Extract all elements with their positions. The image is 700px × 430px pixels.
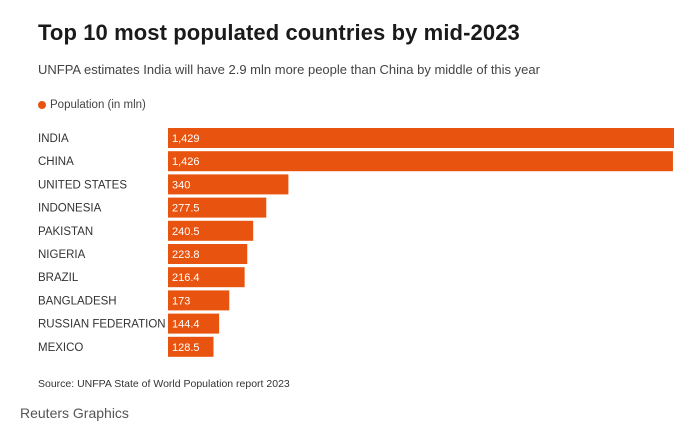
bar bbox=[168, 174, 289, 195]
category-label: MEXICO bbox=[38, 342, 83, 354]
data-label: 1,429 bbox=[172, 133, 200, 145]
bar bbox=[168, 313, 220, 334]
data-label: 340 bbox=[172, 179, 190, 191]
data-label: 216.4 bbox=[172, 272, 200, 284]
legend-label: Population (in mln) bbox=[50, 99, 146, 111]
bar bbox=[168, 220, 254, 241]
credit-label: Reuters Graphics bbox=[20, 405, 129, 421]
category-label: BRAZIL bbox=[38, 272, 79, 284]
bar bbox=[168, 244, 248, 264]
data-label: 1,426 bbox=[172, 156, 200, 168]
bar bbox=[168, 267, 245, 288]
data-label: 223.8 bbox=[172, 249, 200, 261]
category-label: PAKISTAN bbox=[38, 226, 93, 238]
data-label: 173 bbox=[172, 295, 190, 307]
bar bbox=[168, 151, 673, 172]
chart-subtitle: UNFPA estimates India will have 2.9 mln … bbox=[38, 62, 540, 77]
category-label: UNITED STATES bbox=[38, 179, 127, 191]
chart-title: Top 10 most populated countries by mid-2… bbox=[38, 20, 520, 45]
category-label: NIGERIA bbox=[38, 249, 86, 261]
bar bbox=[168, 128, 674, 148]
data-label: 277.5 bbox=[172, 203, 200, 215]
data-label: 240.5 bbox=[172, 226, 200, 238]
data-label: 128.5 bbox=[172, 342, 200, 354]
category-label: INDIA bbox=[38, 133, 69, 145]
legend-swatch bbox=[38, 101, 46, 109]
category-label: BANGLADESH bbox=[38, 295, 117, 307]
source-note: Source: UNFPA State of World Population … bbox=[38, 378, 290, 390]
category-label: INDONESIA bbox=[38, 203, 102, 215]
legend: Population (in mln) bbox=[38, 99, 146, 111]
category-label: RUSSIAN FEDERATION bbox=[38, 319, 166, 331]
data-label: 144.4 bbox=[172, 319, 200, 331]
bar bbox=[168, 290, 230, 311]
bar bbox=[168, 197, 267, 218]
bar bbox=[168, 336, 214, 357]
category-label: CHINA bbox=[38, 156, 74, 168]
